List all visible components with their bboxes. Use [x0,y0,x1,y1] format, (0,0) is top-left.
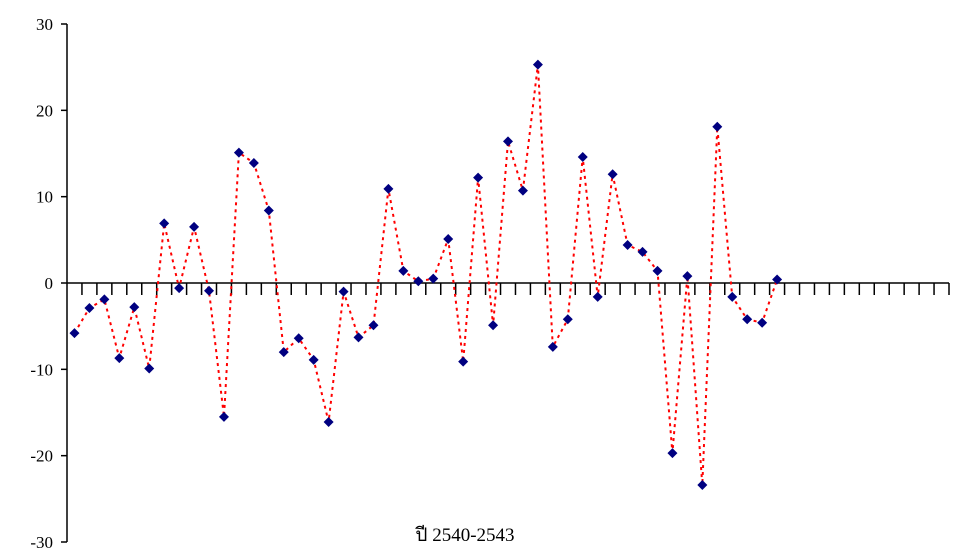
data-point [174,283,185,294]
data-point [488,320,499,331]
data-point [503,136,513,147]
data-point [263,205,274,216]
data-point [577,151,588,162]
data-point [757,317,768,328]
data-point [727,291,738,302]
data-point [667,448,678,459]
data-point [99,294,110,305]
data-point [159,218,170,229]
data-point [293,333,304,344]
series-line-path [73,64,779,486]
data-point [517,185,528,196]
data-point [547,341,558,352]
data-point [413,276,424,287]
data-point [473,172,484,183]
data-point [712,121,723,132]
data-point [443,233,454,244]
data-point [458,356,469,367]
y-tick-label: -10 [30,360,53,379]
data-point [772,274,783,285]
data-point [84,303,95,314]
data-point [562,314,573,325]
y-tick-labels: 30 20 10 0 -10 -20 -30 [30,15,53,552]
data-points [69,59,783,491]
data-point [278,347,289,358]
y-tick-label: -20 [30,447,53,466]
y-tick-label: -30 [30,533,53,552]
data-point [398,265,409,276]
data-point [248,157,259,168]
data-point [368,320,379,331]
data-point [204,285,215,296]
data-point [682,271,693,282]
data-point [129,302,140,313]
data-point [189,221,200,232]
data-point [353,332,364,343]
axes [61,23,950,543]
data-point [592,291,603,302]
data-point [428,273,439,284]
data-point [742,314,753,325]
y-tick-label: 10 [36,188,53,207]
data-point [697,480,708,491]
data-point [338,286,349,297]
data-point [144,363,155,374]
data-point [532,59,543,70]
data-point [233,147,244,158]
data-point [218,411,229,422]
data-point [114,353,125,364]
y-tick-label: 30 [36,15,53,34]
data-point [622,240,633,251]
y-tick-label: 20 [36,101,53,120]
data-point [323,416,334,427]
data-point [69,328,80,339]
data-point [308,354,319,365]
data-point [607,169,618,180]
x-axis-title: ปี 2540-2543 [415,524,515,546]
data-point [637,246,648,257]
y-tick-label: 0 [45,274,54,293]
series-line [73,64,779,486]
data-point [383,183,394,194]
data-point [652,265,663,276]
